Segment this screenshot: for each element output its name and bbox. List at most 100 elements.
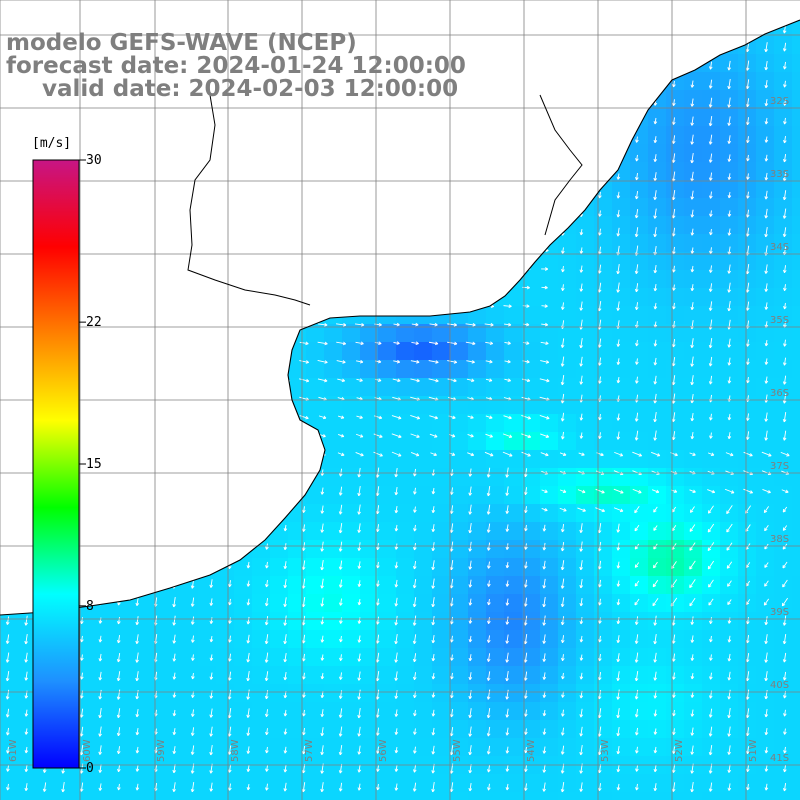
wind-arrow <box>3 81 13 86</box>
wind-arrow <box>783 117 787 125</box>
wind-arrow <box>709 210 713 217</box>
wind-arrow <box>206 137 217 142</box>
wind-arrow <box>376 580 380 587</box>
wind-arrow <box>727 653 732 662</box>
wind-arrow <box>169 155 180 160</box>
wind-arrow <box>540 341 549 346</box>
wind-arrow <box>24 524 29 532</box>
wind-arrow <box>539 211 550 216</box>
wind-arrow <box>505 580 510 587</box>
wind-arrow <box>577 489 586 494</box>
wind-arrow <box>764 525 769 532</box>
wind-arrow <box>523 615 528 626</box>
wind-arrow <box>22 8 31 13</box>
wind-arrow <box>746 358 750 365</box>
wind-arrow <box>505 486 509 496</box>
wind-arrow <box>264 597 269 607</box>
wind-arrow <box>541 118 549 123</box>
wind-arrow <box>337 378 346 383</box>
wind-arrow <box>246 504 250 515</box>
wind-arrow <box>614 451 624 457</box>
wind-arrow <box>597 79 602 90</box>
wind-arrow <box>208 452 215 456</box>
wind-arrow <box>244 304 254 309</box>
wind-arrow <box>339 654 343 661</box>
wind-arrow <box>430 267 437 271</box>
wind-arrow <box>616 671 620 682</box>
wind-arrow <box>4 8 12 12</box>
wind-arrow <box>375 652 380 663</box>
wind-arrow <box>745 79 750 90</box>
wind-arrow <box>465 118 476 123</box>
wind-arrow <box>577 507 586 512</box>
wind-arrow <box>579 265 584 273</box>
wind-arrow <box>745 209 750 218</box>
wind-arrow <box>541 63 548 68</box>
wind-arrow <box>689 452 696 456</box>
wind-arrow <box>579 560 583 571</box>
wind-arrow <box>634 671 639 682</box>
wind-arrow <box>375 486 380 497</box>
wind-arrow <box>5 467 10 478</box>
wind-arrow <box>301 615 306 626</box>
wind-arrow <box>79 560 84 571</box>
wind-arrow <box>690 356 694 367</box>
wind-arrow <box>428 192 439 197</box>
wind-arrow <box>336 360 346 364</box>
wind-arrow <box>431 615 435 626</box>
wind-arrow <box>77 118 88 123</box>
wind-arrow <box>560 338 565 348</box>
wind-arrow <box>764 190 769 200</box>
wind-arrow <box>709 413 713 421</box>
wind-arrow <box>726 561 733 569</box>
wind-arrow <box>727 264 731 274</box>
wind-arrow <box>243 248 254 253</box>
wind-arrow <box>541 322 549 327</box>
wind-arrow <box>172 469 177 476</box>
wind-arrow <box>393 359 401 364</box>
wind-arrow <box>431 634 436 644</box>
wind-arrow <box>337 230 345 234</box>
wind-arrow <box>598 617 602 624</box>
wind-arrow <box>764 543 769 550</box>
wind-arrow <box>485 341 494 346</box>
wind-arrow <box>707 523 715 533</box>
wind-arrow <box>132 451 143 457</box>
wind-arrow <box>116 8 123 12</box>
wind-arrow <box>265 543 269 550</box>
wind-arrow <box>96 359 105 364</box>
longitude-label: 51W <box>748 739 759 762</box>
wind-arrow <box>338 560 343 570</box>
wind-arrow <box>597 116 602 127</box>
wind-arrow <box>746 413 750 421</box>
wind-arrow <box>450 635 454 643</box>
wind-arrow <box>135 652 139 663</box>
wind-arrow <box>281 155 290 160</box>
wind-arrow <box>727 580 732 587</box>
wind-arrow <box>690 616 695 625</box>
wind-arrow <box>484 322 494 327</box>
wind-arrow <box>653 506 658 513</box>
wind-arrow <box>580 7 583 13</box>
wind-arrow <box>709 191 713 199</box>
wind-arrow <box>617 6 620 14</box>
wind-arrow <box>227 542 232 552</box>
wind-arrow <box>430 8 437 12</box>
wind-arrow <box>467 452 475 457</box>
wind-arrow <box>373 285 383 290</box>
wind-arrow <box>300 118 309 123</box>
wind-arrow <box>709 672 713 680</box>
wind-arrow <box>317 322 328 327</box>
wind-arrow <box>302 487 306 495</box>
wind-arrow <box>208 433 215 438</box>
wind-arrow <box>560 393 565 404</box>
wind-arrow <box>282 285 289 290</box>
wind-arrow <box>671 24 676 33</box>
colorbar-tick-label: 8 <box>86 599 94 614</box>
wind-arrow <box>244 322 253 327</box>
wind-arrow <box>357 486 361 497</box>
wind-arrow <box>764 358 769 365</box>
wind-arrow <box>373 44 383 50</box>
wind-arrow <box>487 561 491 569</box>
wind-arrow <box>80 654 84 661</box>
